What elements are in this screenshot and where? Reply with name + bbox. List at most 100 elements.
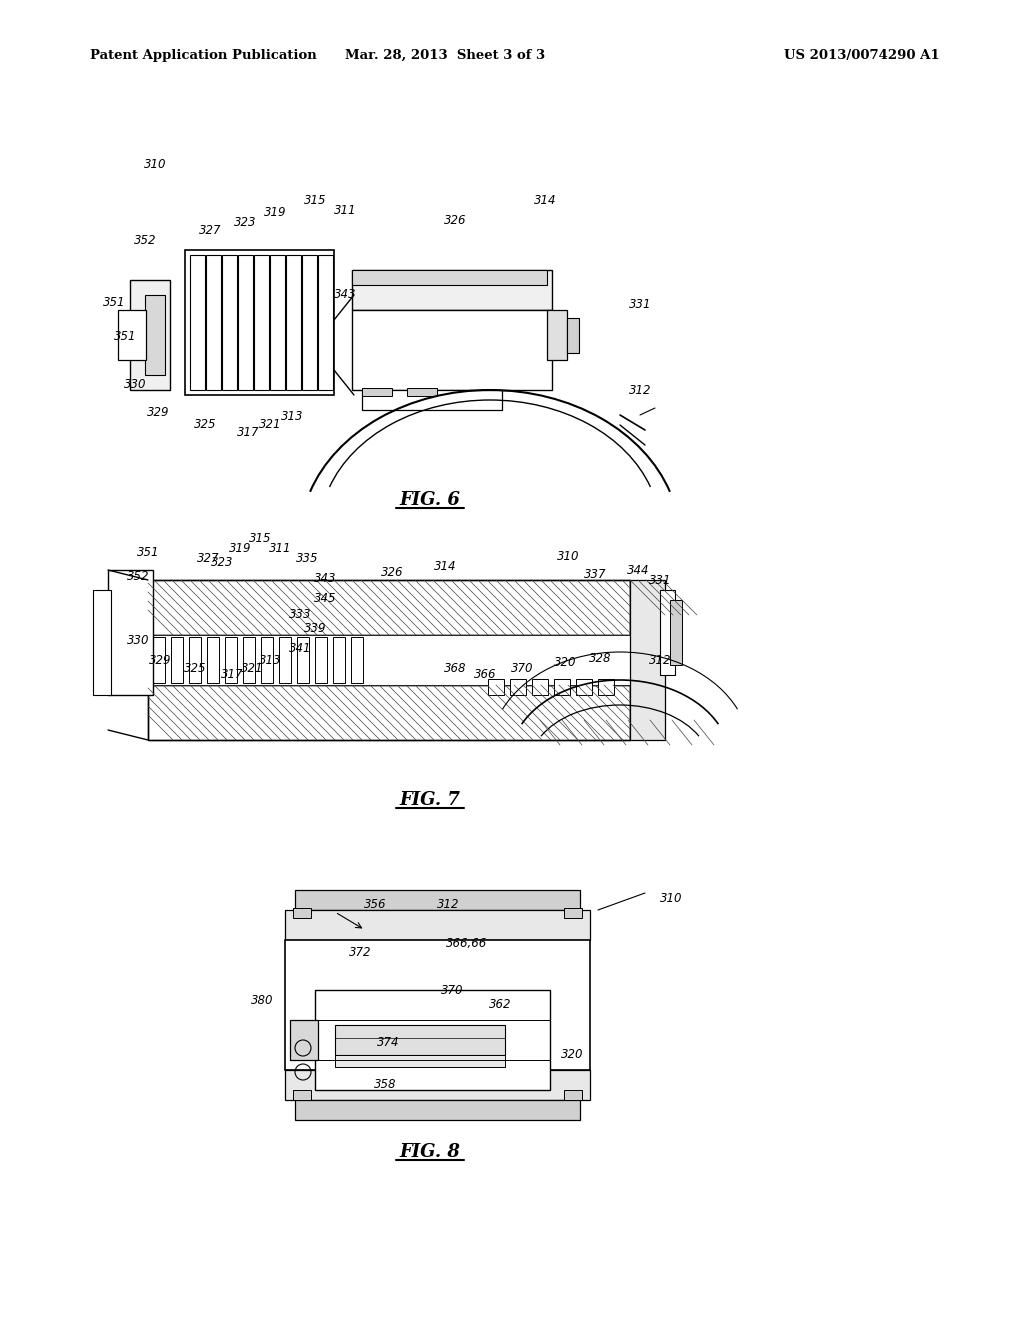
Bar: [295, 890, 580, 909]
Text: Patent Application Publication: Patent Application Publication: [90, 49, 316, 62]
Text: FIG. 7: FIG. 7: [399, 791, 461, 809]
Text: 372: 372: [349, 945, 372, 958]
Bar: [171, 638, 183, 682]
Text: FIG. 8: FIG. 8: [399, 1143, 461, 1162]
Text: 343: 343: [334, 289, 356, 301]
Bar: [261, 638, 273, 682]
Bar: [318, 255, 333, 389]
Text: 330: 330: [127, 634, 150, 647]
Bar: [362, 388, 392, 396]
Bar: [190, 255, 205, 389]
Text: 325: 325: [194, 417, 216, 430]
Text: 312: 312: [437, 899, 459, 912]
Bar: [315, 638, 327, 682]
Text: 314: 314: [434, 560, 457, 573]
Text: 315: 315: [249, 532, 271, 544]
Text: 333: 333: [289, 609, 311, 622]
Text: 311: 311: [268, 541, 291, 554]
Text: 351: 351: [114, 330, 136, 343]
Bar: [243, 638, 255, 682]
Bar: [297, 638, 309, 682]
Text: 320: 320: [554, 656, 577, 668]
Bar: [335, 1026, 505, 1055]
Text: 370: 370: [440, 983, 463, 997]
Text: 352: 352: [127, 570, 150, 583]
Text: 312: 312: [629, 384, 651, 396]
Text: Mar. 28, 2013  Sheet 3 of 3: Mar. 28, 2013 Sheet 3 of 3: [345, 49, 545, 62]
Bar: [189, 638, 201, 682]
Text: 366,66: 366,66: [446, 937, 487, 950]
Text: 370: 370: [511, 661, 534, 675]
Bar: [153, 638, 165, 682]
Bar: [407, 388, 437, 396]
Bar: [148, 579, 630, 635]
Bar: [295, 1100, 580, 1119]
Text: US 2013/0074290 A1: US 2013/0074290 A1: [784, 49, 940, 62]
Bar: [362, 389, 502, 411]
Text: 325: 325: [183, 661, 206, 675]
Bar: [206, 255, 221, 389]
Text: 321: 321: [259, 417, 282, 430]
Bar: [335, 1055, 505, 1067]
Text: 310: 310: [143, 158, 166, 172]
Bar: [547, 310, 567, 360]
Text: 317: 317: [221, 668, 244, 681]
Bar: [564, 908, 582, 917]
Bar: [207, 638, 219, 682]
Bar: [660, 590, 675, 675]
Text: 343: 343: [313, 572, 336, 585]
Text: 335: 335: [296, 552, 318, 565]
Text: 323: 323: [233, 215, 256, 228]
Text: 331: 331: [649, 573, 672, 586]
Bar: [148, 685, 630, 741]
Bar: [285, 909, 590, 940]
Bar: [510, 678, 526, 696]
Bar: [598, 678, 614, 696]
Text: 314: 314: [534, 194, 556, 206]
Bar: [279, 638, 291, 682]
Bar: [352, 271, 547, 285]
Text: 358: 358: [374, 1078, 396, 1092]
Bar: [302, 255, 317, 389]
Text: 368: 368: [443, 661, 466, 675]
Text: 321: 321: [241, 661, 263, 675]
Text: 319: 319: [264, 206, 287, 219]
Text: 380: 380: [251, 994, 273, 1006]
Text: 317: 317: [237, 425, 259, 438]
Text: 319: 319: [228, 541, 251, 554]
Bar: [285, 1071, 590, 1100]
Text: 351: 351: [137, 546, 160, 560]
Text: FIG. 6: FIG. 6: [399, 491, 461, 510]
Bar: [564, 1090, 582, 1100]
Text: 320: 320: [561, 1048, 584, 1061]
Text: 313: 313: [281, 411, 303, 424]
Text: 331: 331: [629, 298, 651, 312]
Text: 312: 312: [649, 653, 672, 667]
Text: 330: 330: [124, 379, 146, 392]
Text: 374: 374: [377, 1035, 399, 1048]
Text: 327: 327: [199, 223, 221, 236]
Bar: [670, 601, 682, 665]
Bar: [630, 579, 665, 741]
Bar: [148, 635, 630, 685]
Bar: [575, 678, 592, 696]
Bar: [315, 990, 550, 1090]
Bar: [293, 1090, 311, 1100]
Text: 323: 323: [211, 557, 233, 569]
Bar: [554, 678, 570, 696]
Bar: [333, 638, 345, 682]
Bar: [145, 294, 165, 375]
Bar: [286, 255, 301, 389]
Bar: [118, 310, 146, 360]
Bar: [93, 590, 111, 696]
Text: 339: 339: [304, 622, 327, 635]
Bar: [567, 318, 579, 352]
Text: 315: 315: [304, 194, 327, 206]
Bar: [488, 678, 504, 696]
Text: 362: 362: [488, 998, 511, 1011]
Text: 352: 352: [134, 234, 157, 247]
Bar: [130, 280, 170, 389]
Bar: [352, 310, 552, 389]
Bar: [148, 685, 630, 741]
Text: 326: 326: [381, 566, 403, 579]
